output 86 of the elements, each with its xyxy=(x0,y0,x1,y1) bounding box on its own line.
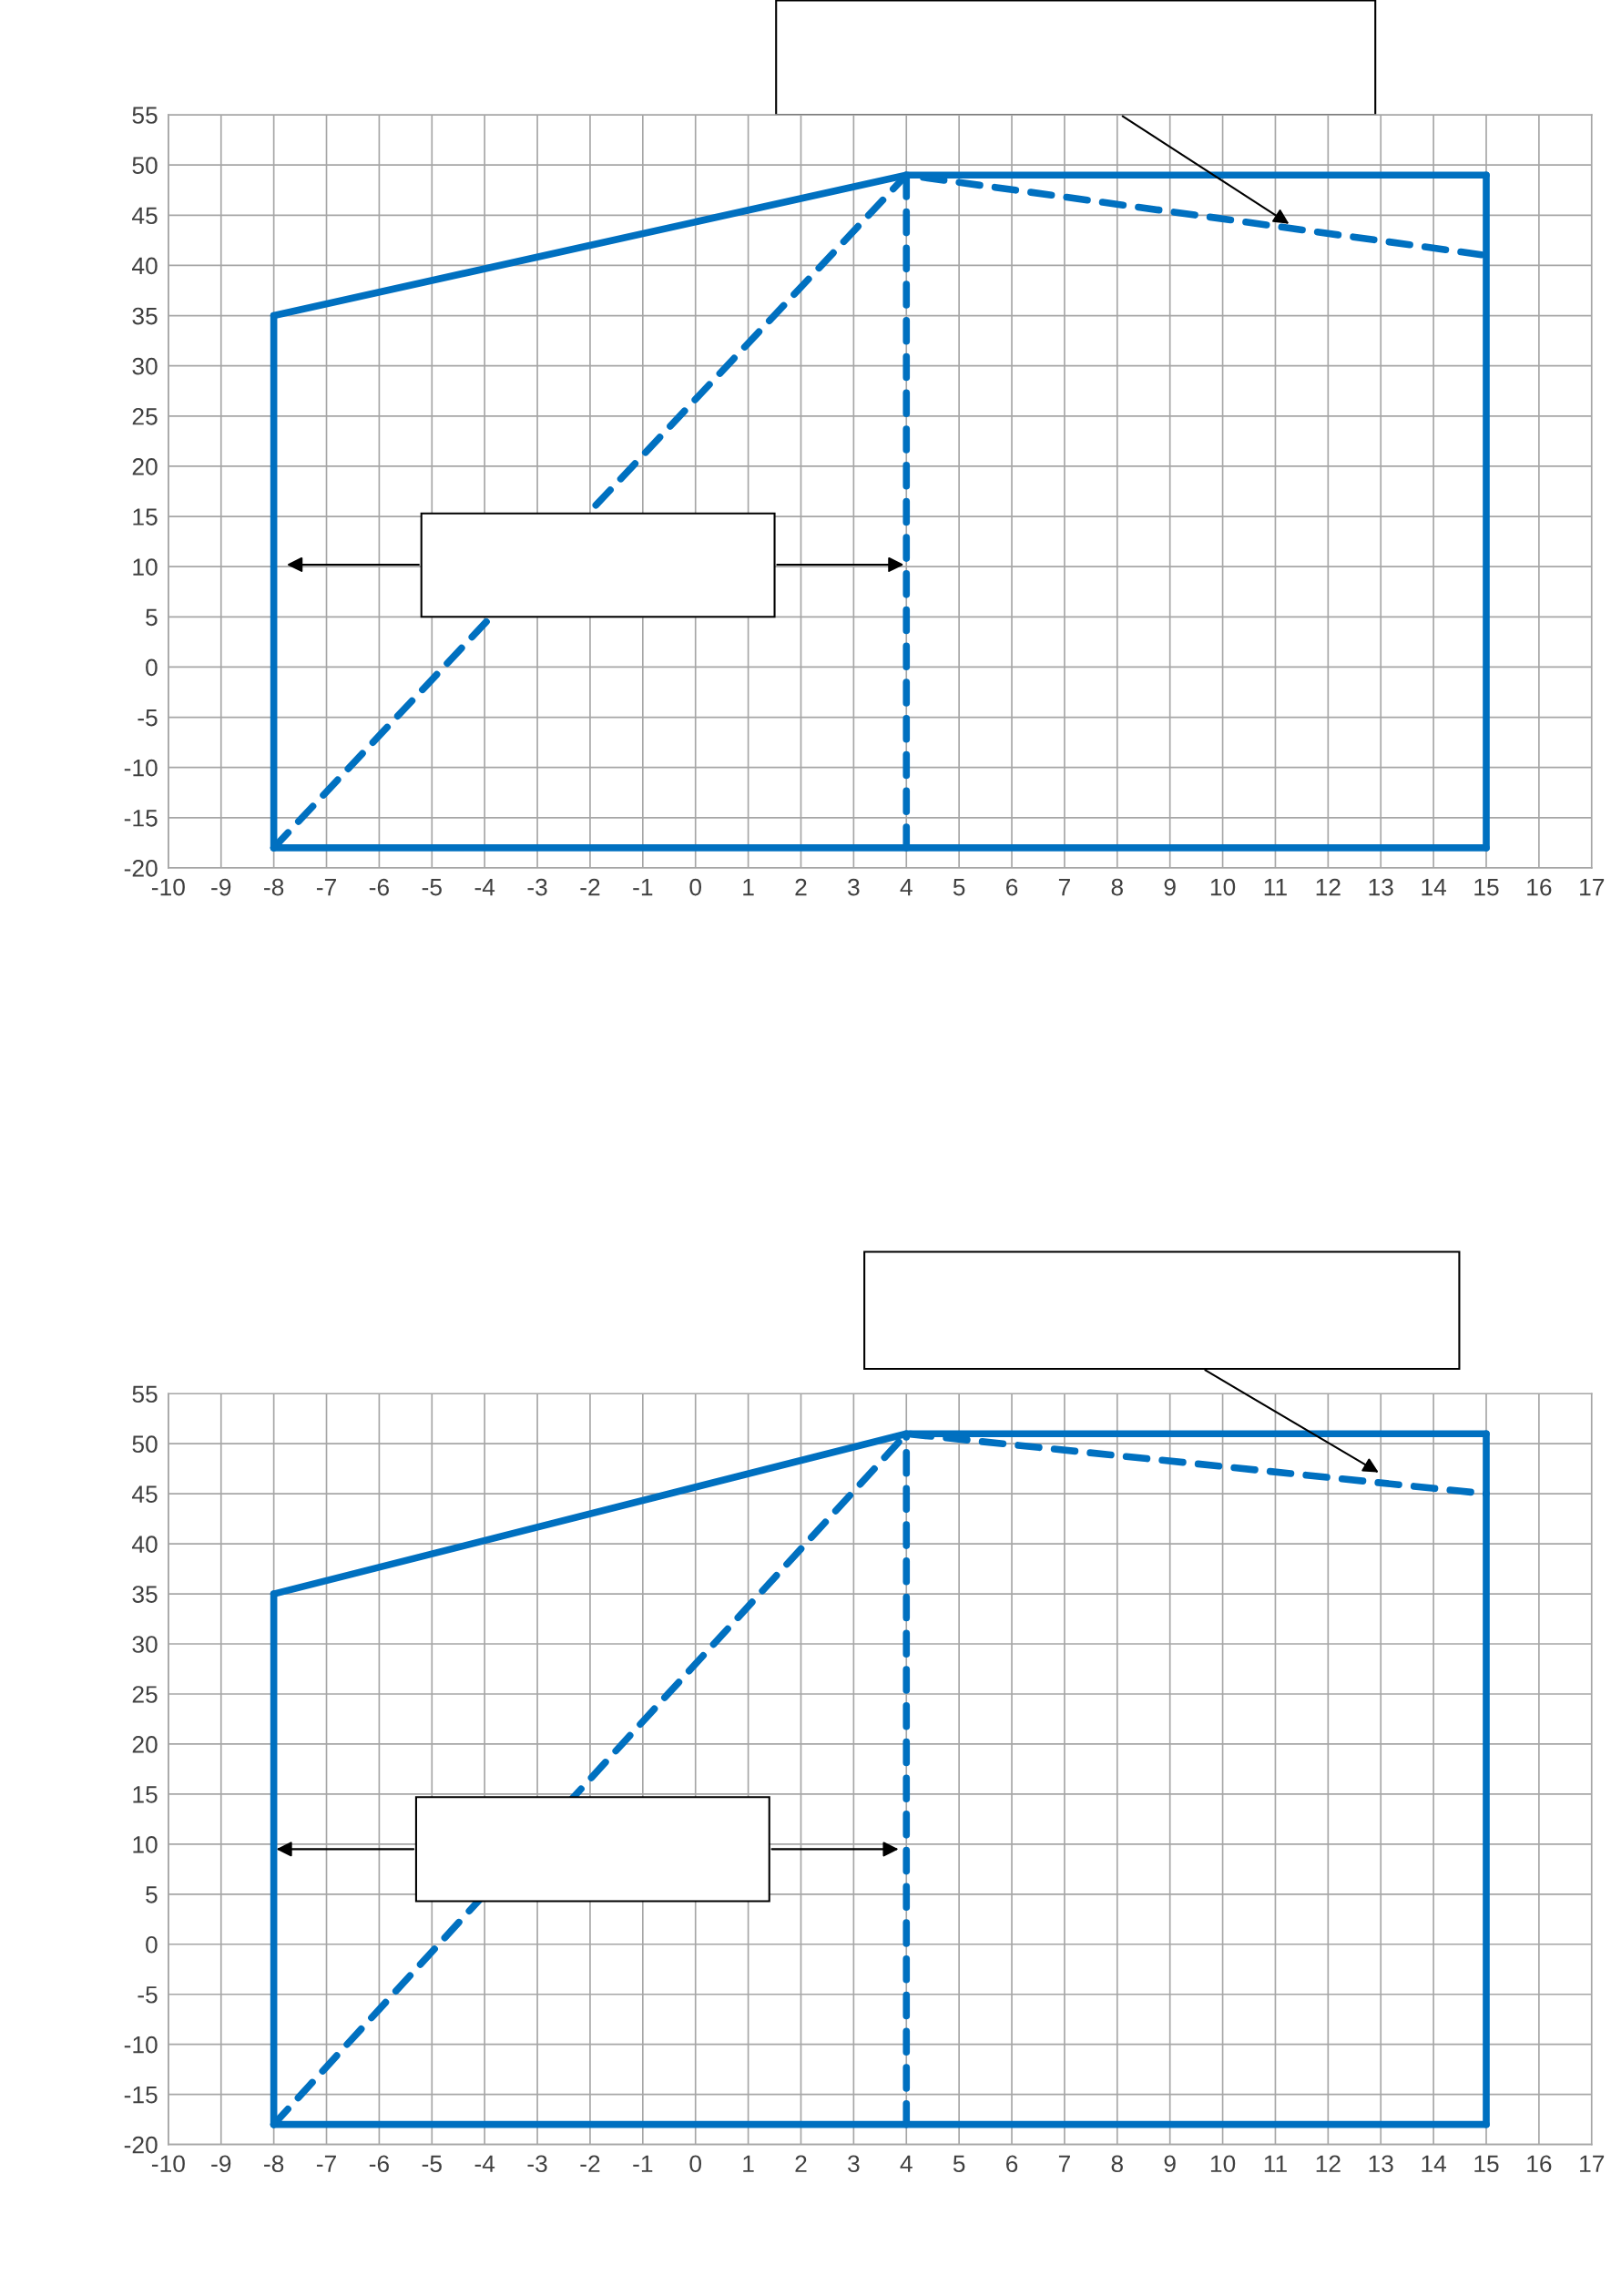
y-tick-label: -15 xyxy=(124,2087,158,2104)
x-tick-label: 9 xyxy=(1164,2155,1176,2173)
y-tick-label: 35 xyxy=(132,1586,158,1603)
x-tick-label: 14 xyxy=(1422,2155,1447,2172)
x-tick-label: 2 xyxy=(795,2155,807,2172)
y-tick-label: 20 xyxy=(132,458,158,475)
x-tick-label: 5 xyxy=(953,879,965,896)
x-tick-label: 12 xyxy=(1316,878,1341,896)
x-tick-label: 7 xyxy=(1058,879,1070,896)
x-tick-label: 7 xyxy=(1058,2155,1070,2172)
x-tick-label: 4 xyxy=(900,879,913,896)
x-tick-label: -9 xyxy=(211,878,231,896)
x-tick-label: 14 xyxy=(1422,879,1447,896)
x-tick-label: -1 xyxy=(633,2155,653,2172)
y-tick-label: -15 xyxy=(124,810,158,827)
x-tick-label: 16 xyxy=(1527,878,1552,896)
x-tick-label: 17 xyxy=(1580,879,1605,896)
x-tick-label: 1 xyxy=(743,2155,754,2172)
x-tick-label: 2 xyxy=(795,878,807,896)
x-tick-label: 3 xyxy=(848,2155,860,2173)
y-tick-label: 10 xyxy=(133,1836,158,1853)
y-tick-label: 55 xyxy=(132,107,158,124)
y-tick-label: 15 xyxy=(133,508,158,526)
y-tick-label: 45 xyxy=(132,207,158,225)
x-tick-label: -5 xyxy=(422,2155,442,2173)
y-tick-label: 40 xyxy=(132,1536,158,1553)
y-tick-label: -20 xyxy=(124,860,158,877)
y-tick-label: 25 xyxy=(132,407,158,425)
x-tick-label: 15 xyxy=(1474,879,1499,896)
x-tick-label: 4 xyxy=(900,2155,913,2172)
y-tick-label: -20 xyxy=(124,2136,158,2154)
x-tick-label: 0 xyxy=(689,878,702,896)
y-tick-label: -5 xyxy=(138,1986,158,2004)
x-tick-label: 13 xyxy=(1369,878,1393,896)
x-tick-label: 11 xyxy=(1264,879,1287,896)
x-tick-label: 3 xyxy=(848,878,860,896)
x-tick-label: -3 xyxy=(527,878,547,896)
x-tick-label: 5 xyxy=(953,2155,965,2173)
x-tick-label: 15 xyxy=(1474,2155,1499,2173)
x-tick-label: -5 xyxy=(422,879,442,896)
y-tick-label: 20 xyxy=(132,1736,158,1753)
y-tick-label: -5 xyxy=(138,709,158,727)
x-tick-label: -2 xyxy=(580,2155,600,2172)
x-tick-label: 9 xyxy=(1164,878,1176,896)
y-tick-label: 0 xyxy=(146,658,158,677)
x-tick-label: -6 xyxy=(369,878,389,896)
y-tick-label: 40 xyxy=(132,257,158,275)
y-tick-label: 35 xyxy=(132,307,158,325)
y-tick-label: 5 xyxy=(146,608,158,627)
x-tick-label: 11 xyxy=(1264,2155,1287,2172)
y-tick-label: 50 xyxy=(132,1435,158,1454)
x-tick-label: 10 xyxy=(1210,2155,1236,2173)
x-tick-label: 6 xyxy=(1006,878,1018,896)
x-tick-label: -4 xyxy=(474,2155,495,2172)
x-tick-label: 13 xyxy=(1369,2155,1393,2173)
y-tick-label: 50 xyxy=(132,157,158,174)
x-tick-label: 1 xyxy=(743,879,754,896)
x-tick-label: -8 xyxy=(264,878,284,896)
x-tick-label: 12 xyxy=(1316,2155,1341,2172)
y-tick-label: 0 xyxy=(146,1935,158,1954)
x-tick-label: -3 xyxy=(527,2155,547,2173)
x-tick-label: 6 xyxy=(1006,2155,1018,2173)
y-tick-label: 45 xyxy=(132,1485,158,1503)
x-tick-label: -8 xyxy=(264,2155,284,2173)
x-tick-label: 16 xyxy=(1527,2155,1552,2173)
y-tick-label: -10 xyxy=(124,759,158,777)
x-tick-label: 0 xyxy=(689,2155,702,2173)
x-tick-label: -7 xyxy=(316,2155,336,2172)
y-tick-label: 15 xyxy=(133,1786,158,1803)
x-tick-label: 10 xyxy=(1210,878,1236,896)
x-tick-label: -9 xyxy=(211,2155,231,2173)
y-tick-label: 55 xyxy=(132,1385,158,1403)
x-tick-label: -7 xyxy=(316,879,336,896)
x-tick-label: 8 xyxy=(1111,2155,1123,2173)
x-tick-label: -2 xyxy=(580,878,600,896)
x-tick-label: -6 xyxy=(369,2155,389,2173)
y-tick-label: -10 xyxy=(124,2036,158,2054)
x-tick-label: 8 xyxy=(1111,878,1123,896)
y-tick-label: 30 xyxy=(132,1636,158,1653)
y-tick-label: 10 xyxy=(133,558,158,576)
y-tick-label: 30 xyxy=(132,357,158,375)
x-tick-label: 17 xyxy=(1580,2155,1605,2172)
y-tick-label: 25 xyxy=(132,1686,158,1703)
x-tick-label: -1 xyxy=(633,879,653,896)
x-tick-label: -4 xyxy=(474,879,495,896)
y-tick-label: 5 xyxy=(146,1886,158,1903)
